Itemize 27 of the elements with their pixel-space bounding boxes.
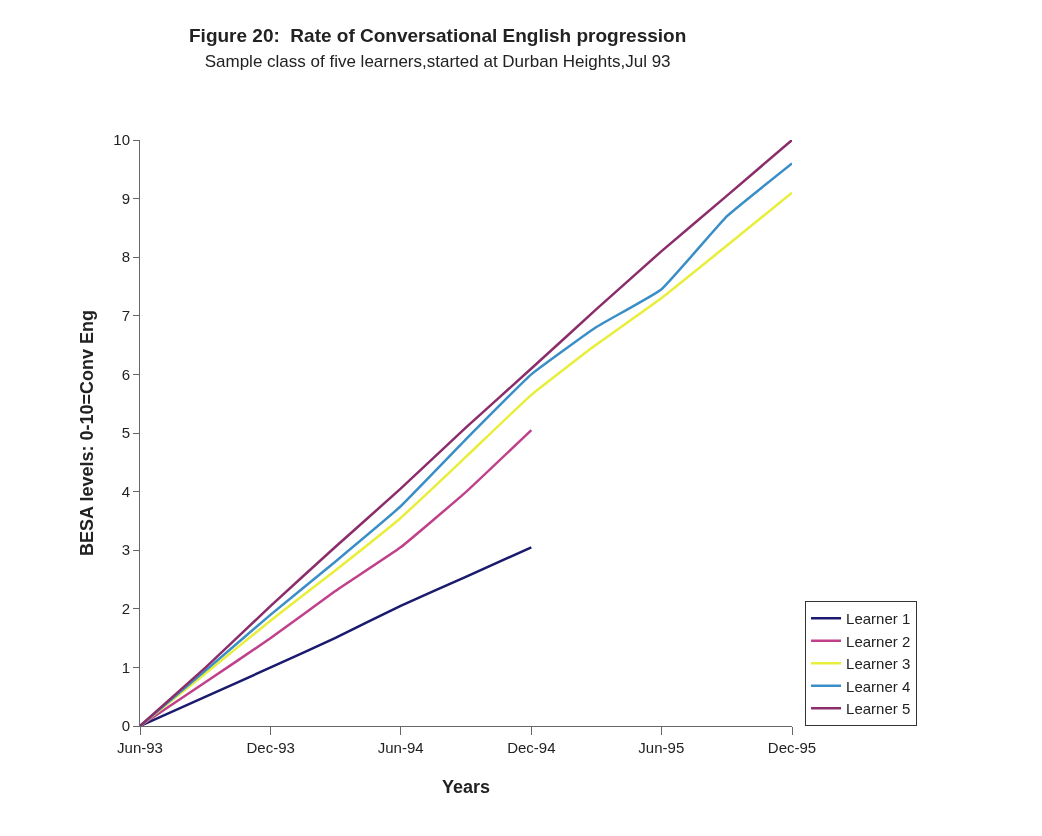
y-tick-label: 10 [113, 131, 130, 149]
x-tick-label: Jun-94 [377, 739, 424, 756]
x-tick-label: Jun-95 [638, 739, 685, 756]
y-axis-title: BESA levels: 0-10=Conv Eng [76, 310, 97, 556]
x-tick-label: Dec-93 [246, 739, 295, 756]
y-tick-label: 8 [121, 248, 130, 266]
y-tick-label: 4 [121, 482, 130, 500]
x-tick-label: Dec-95 [767, 739, 817, 756]
y-tick-label: 7 [121, 307, 130, 325]
x-tick-label: Dec-94 [507, 739, 556, 756]
chart-title: Figure 20: Rate of Conversational English progression [189, 24, 687, 46]
y-tick-label: 0 [121, 717, 130, 735]
x-tick-label: Jun-93 [117, 739, 163, 756]
y-tick-label: 1 [121, 658, 130, 676]
y-tick-label: 3 [121, 541, 130, 559]
x-axis-title: Years [441, 777, 491, 798]
y-tick-label: 5 [121, 424, 130, 442]
legend-label: Learner 1 [846, 610, 911, 628]
legend-label: Learner 3 [846, 655, 911, 673]
y-tick-label: 2 [121, 600, 130, 618]
y-tick-label: 9 [121, 189, 130, 207]
chart-subtitle: Sample class of five learners,started at Durban Heights,Jul 93 [204, 51, 671, 71]
legend-label: Learner 5 [846, 700, 911, 718]
y-tick-label: 6 [121, 365, 130, 383]
line-series [140, 546, 533, 726]
legend-label: Learner 2 [846, 632, 911, 650]
legend-label: Learner 4 [846, 677, 911, 695]
